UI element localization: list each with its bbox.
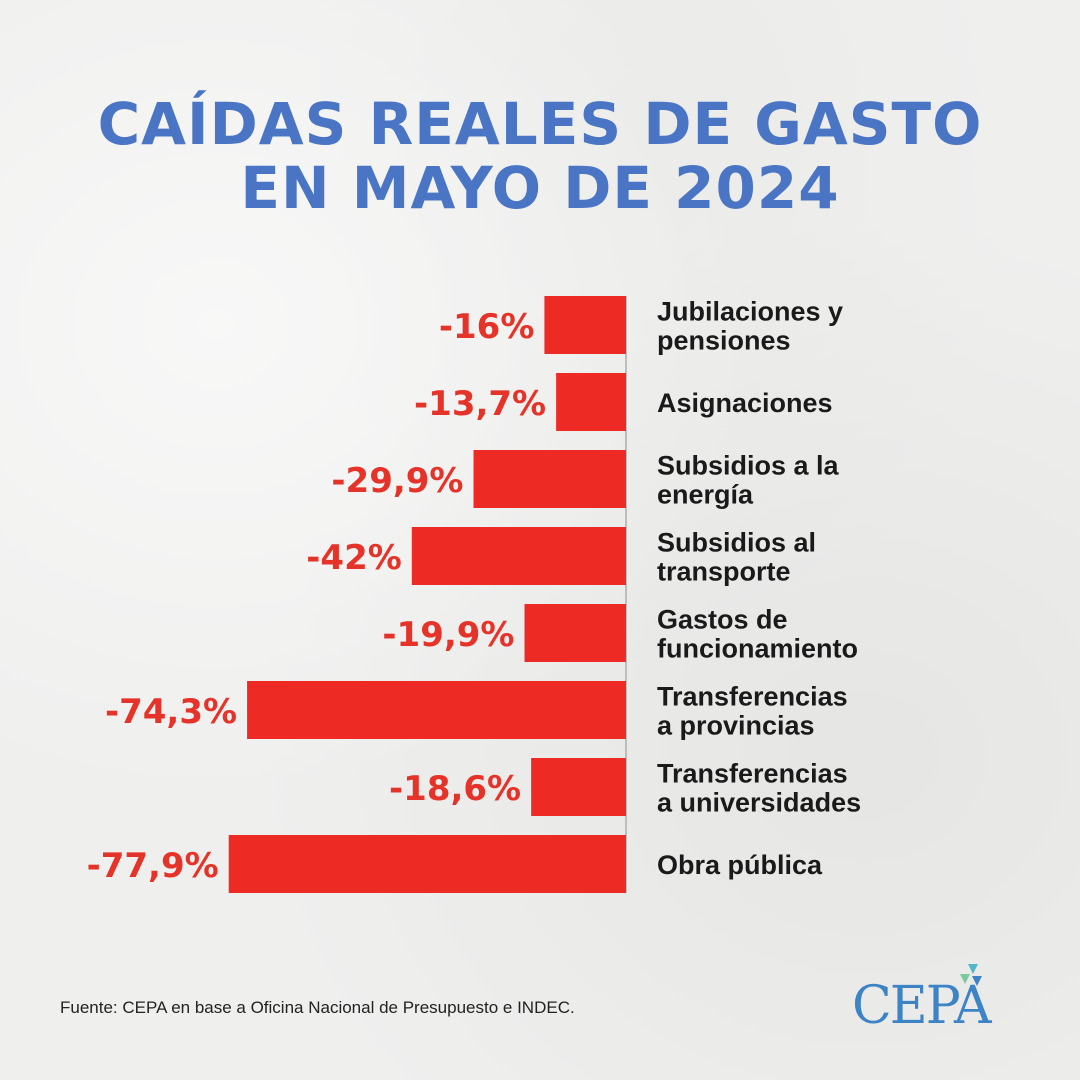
category-label-3-line-1: Subsidios a la [657, 451, 840, 481]
value-label-6: -74,3% [105, 692, 237, 732]
value-label-7: -18,6% [389, 769, 521, 809]
logo-text: CEPA [852, 976, 992, 1036]
value-label-8: -77,9% [87, 846, 219, 886]
value-label-3: -29,9% [331, 461, 463, 501]
bar-2 [556, 373, 626, 431]
category-label-1-line-2: pensiones [657, 326, 791, 356]
category-label-5-line-1: Gastos de [657, 605, 788, 635]
bar-3 [473, 450, 626, 508]
logo-mark-icon [960, 964, 982, 986]
category-label-3-line-2: energía [657, 480, 754, 510]
chart-title-line-2: EN MAYO DE 2024 [240, 154, 840, 222]
value-label-5: -19,9% [382, 615, 514, 655]
category-label-8-line-1: Obra pública [657, 850, 823, 880]
category-label-2-line-1: Asignaciones [657, 388, 833, 418]
bar-8 [228, 835, 626, 893]
bar-5 [524, 604, 626, 662]
source-note: Fuente: CEPA en base a Oficina Nacional … [60, 998, 575, 1017]
category-label-7-line-1: Transferencias [657, 759, 848, 789]
category-label-7-line-2: a universidades [657, 788, 861, 818]
value-label-2: -13,7% [414, 384, 546, 424]
category-label-1-line-1: Jubilaciones y [657, 297, 843, 327]
category-label-5-line-2: funcionamiento [657, 634, 858, 664]
chart-title: CAÍDAS REALES DE GASTO EN MAYO DE 2024 [0, 92, 1080, 220]
category-label-6-line-1: Transferencias [657, 682, 848, 712]
cepa-logo: CEPA [852, 962, 1022, 1042]
bar-4 [411, 527, 626, 585]
value-label-1: -16% [439, 307, 535, 347]
category-label-4-line-1: Subsidios al [657, 528, 816, 558]
bar-6 [247, 681, 626, 739]
value-label-4: -42% [306, 538, 402, 578]
category-label-6-line-2: a provincias [657, 711, 815, 741]
category-label-4-line-2: transporte [657, 557, 791, 587]
bar-1 [544, 296, 626, 354]
bar-7 [531, 758, 626, 816]
chart-title-line-1: CAÍDAS REALES DE GASTO [97, 90, 983, 158]
